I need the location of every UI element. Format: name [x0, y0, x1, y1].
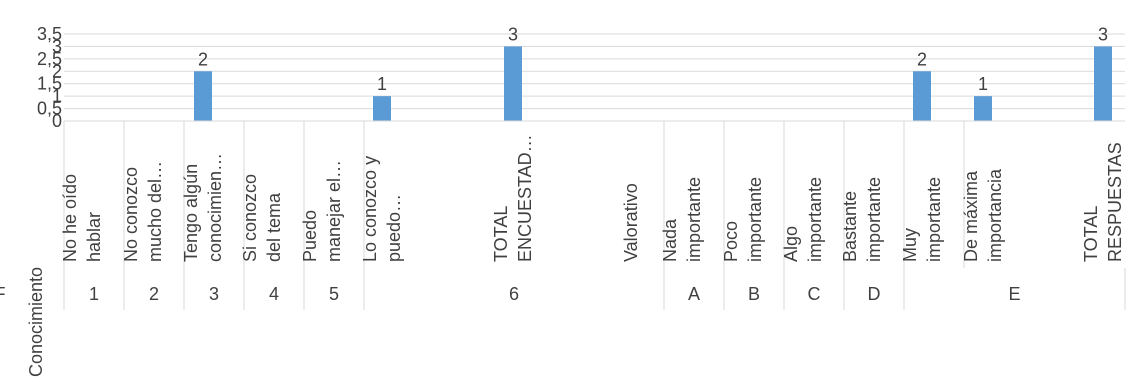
bar — [913, 71, 931, 121]
group-label: E — [1008, 284, 1020, 304]
x-tick-label: Tengo algún conocimien… — [181, 153, 225, 262]
group-label: 3 — [209, 284, 219, 304]
x-tick-label: TOTAL ENCUESTAD… — [491, 134, 535, 262]
bar — [373, 96, 391, 121]
data-label: 2 — [198, 49, 208, 69]
bar — [1094, 46, 1112, 121]
data-label: 3 — [508, 24, 518, 44]
data-labels: 2 1 3 2 1 3 — [198, 24, 1108, 94]
x-tick-label: Nada importante — [660, 177, 704, 262]
y-axis-ticks: 00,511,522,533,5 — [37, 24, 62, 131]
group-label: 4 — [269, 284, 279, 304]
x-tick-label: No he oído hablar — [60, 174, 104, 262]
group-label: D — [868, 284, 881, 304]
x-tick-label: Bastante importante — [840, 177, 884, 262]
bars — [194, 46, 1112, 121]
x-tick-label: Muy importante — [900, 177, 944, 262]
group-label: 2 — [149, 284, 159, 304]
group-label: C — [808, 284, 821, 304]
y-tick-label: 0 — [52, 111, 62, 131]
data-label: 3 — [1098, 24, 1108, 44]
y-tick-label: 2,5 — [37, 49, 62, 69]
x-tick-label: TOTAL RESPUESTAS — [1081, 142, 1125, 262]
y-tick-label: 1 — [52, 86, 62, 106]
y-tick-label: 2 — [52, 61, 62, 81]
x-tick-label: Valorativo — [621, 183, 641, 262]
x-tick-label: Puedo manejar el… — [300, 160, 344, 262]
y-tick-label: 3,5 — [37, 24, 62, 44]
group-label: F — [0, 284, 6, 304]
x-tick-label: No conozco mucho del… — [121, 161, 165, 262]
x-tick-label: Poco importante — [721, 177, 765, 262]
gridlines — [64, 33, 1125, 122]
y-tick-label: 0,5 — [37, 99, 62, 119]
x-tick-label: De máxima importancia — [961, 168, 1005, 262]
x-tick-label: Lo conozco y puedo… — [360, 156, 404, 262]
y-tick-label: 1,5 — [37, 74, 62, 94]
data-label: 1 — [377, 74, 387, 94]
axis-outer-label: Conocimiento — [26, 267, 46, 377]
bar — [974, 96, 992, 121]
group-label: 5 — [329, 284, 339, 304]
bar — [194, 71, 212, 121]
x-tick-label: Si conozco del tema — [240, 174, 284, 262]
data-label: 1 — [978, 74, 988, 94]
y-tick-label: 3 — [52, 36, 62, 56]
x-axis: No he oído hablar No conozco mucho del… Teng… — [0, 120, 1126, 310]
data-label: 2 — [917, 49, 927, 69]
group-label: 6 — [509, 284, 519, 304]
bar — [504, 46, 522, 121]
group-label: B — [748, 284, 760, 304]
x-tick-label: Algo importante — [781, 177, 825, 262]
group-label: A — [688, 284, 700, 304]
group-label: 1 — [89, 284, 99, 304]
